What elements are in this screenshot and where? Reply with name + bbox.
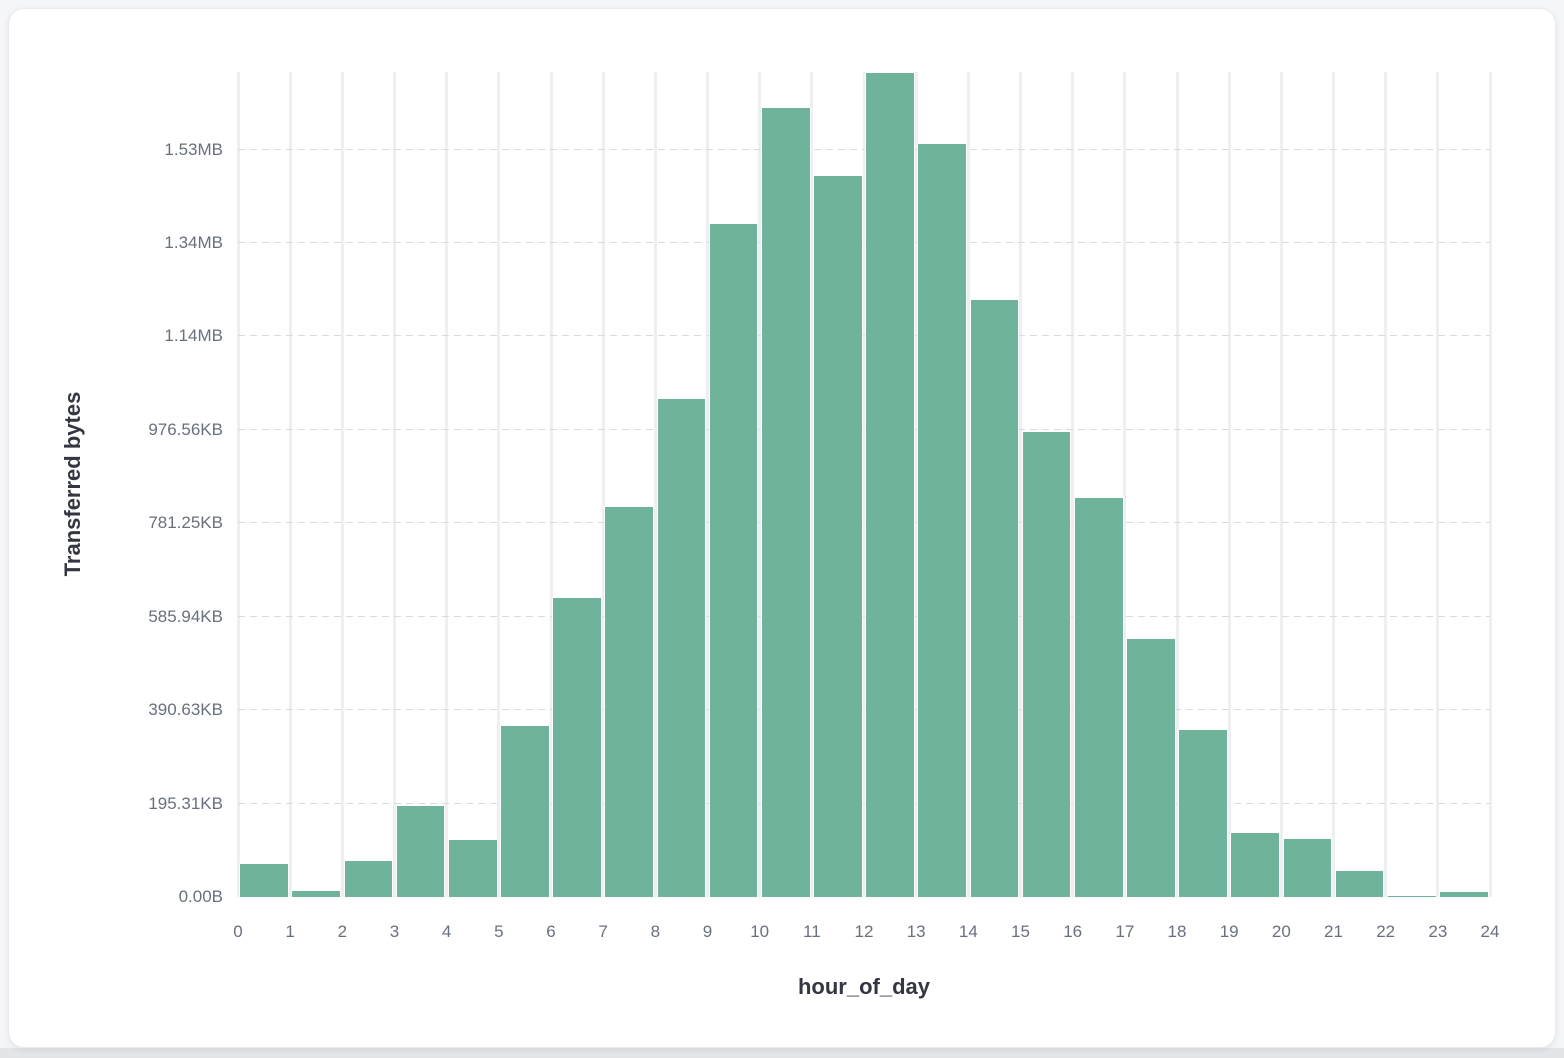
grid-vline (810, 72, 814, 897)
x-tick-label: 24 (1480, 922, 1500, 941)
bar-hour-20[interactable] (1282, 838, 1333, 897)
grid-hline (238, 335, 1490, 337)
plot-area[interactable] (236, 72, 1492, 897)
bar-hour-23[interactable] (1439, 891, 1489, 897)
y-tick-label: 781.25KB (148, 513, 223, 533)
x-tick-label: 5 (494, 922, 504, 941)
grid-vline (1175, 72, 1179, 897)
bar-hour-3[interactable] (395, 805, 446, 897)
x-tick-label: 3 (389, 922, 400, 941)
bar-hour-11[interactable] (813, 175, 863, 897)
grid-vline (653, 72, 657, 897)
x-tick-label: 14 (958, 922, 978, 941)
y-tick-label: 585.94KB (148, 606, 223, 626)
x-axis-title: hour_of_day (797, 974, 931, 999)
grid-vline (549, 72, 553, 897)
x-tick-label: 15 (1011, 922, 1030, 941)
grid-hline (238, 241, 1490, 243)
x-tick-label: 11 (803, 922, 821, 941)
bar-hour-7[interactable] (604, 505, 655, 897)
x-tick-label: 6 (546, 922, 556, 941)
bar-hour-10[interactable] (760, 107, 811, 897)
grid-vline (497, 72, 501, 897)
y-tick-label: 195.31KB (148, 793, 223, 813)
grid-vline (236, 72, 240, 897)
grid-vline (1488, 72, 1492, 897)
y-tick-label: 976.56KB (148, 419, 223, 439)
grid-vline (1071, 72, 1075, 897)
x-tick-label: 1 (285, 922, 295, 941)
grid-vline (1436, 72, 1440, 897)
grid-hline (238, 802, 1490, 804)
grid-vline (758, 72, 762, 897)
y-tick-label: 390.63KB (148, 700, 223, 720)
x-tick-label: 22 (1376, 922, 1396, 941)
bar-hour-2[interactable] (343, 860, 394, 897)
bar-hour-18[interactable] (1178, 728, 1228, 897)
grid-vline (1279, 72, 1283, 897)
grid-hline (238, 522, 1490, 524)
x-tick-label: 12 (854, 922, 874, 941)
bar-hour-1[interactable] (291, 889, 342, 897)
bar-hour-13[interactable] (917, 143, 968, 897)
bar-hour-14[interactable] (969, 299, 1020, 897)
x-tick-label: 23 (1428, 922, 1448, 941)
bar-hour-6[interactable] (552, 596, 602, 897)
grid-vline (966, 72, 970, 897)
bar-hour-19[interactable] (1230, 831, 1281, 897)
bar-hour-4[interactable] (447, 838, 498, 897)
grid-hline (238, 709, 1490, 711)
bar-hour-9[interactable] (708, 222, 759, 897)
x-tick-label: 7 (598, 922, 608, 941)
grid-vline (393, 72, 396, 897)
bar-hour-0[interactable] (239, 863, 289, 897)
x-tick-label: 10 (750, 922, 770, 941)
grid-hline (238, 148, 1490, 150)
grid-vline (340, 72, 344, 897)
x-tick-label: 4 (441, 922, 452, 941)
x-tick-label: 9 (702, 922, 713, 941)
x-tick-label: 19 (1219, 922, 1239, 941)
y-tick-label: 1.53MB (164, 139, 223, 159)
bar-hour-8[interactable] (656, 398, 707, 897)
window-bottom-strip (0, 1048, 1564, 1058)
chart-card: Transferred bytes hour_of_day 0.00B 195.3… (8, 8, 1556, 1048)
transferred-bytes-histogram: Transferred bytes hour_of_day 0.00B 195.3… (9, 9, 1555, 1047)
y-tick-label: 1.14MB (164, 326, 223, 346)
grid-hline (238, 615, 1490, 617)
x-tick-label: 17 (1115, 922, 1135, 941)
bar-hour-16[interactable] (1073, 497, 1124, 897)
grid-vline (1123, 72, 1127, 897)
grid-vline (445, 72, 449, 897)
bar-hour-22[interactable] (1386, 895, 1437, 897)
x-tick-label: 18 (1167, 922, 1187, 941)
grid-vline (1227, 72, 1231, 897)
x-tick-label: 13 (906, 922, 926, 941)
x-tick-label: 16 (1063, 922, 1083, 941)
grid-vline (288, 72, 292, 897)
grid-vline (914, 72, 918, 897)
x-tick-label: 21 (1324, 922, 1343, 941)
grid-vline (1384, 72, 1388, 897)
grid-vline (706, 72, 709, 897)
x-tick-label: 0 (233, 922, 243, 941)
grid-vline (1332, 72, 1335, 897)
bar-hour-17[interactable] (1126, 637, 1176, 897)
bar-hour-15[interactable] (1021, 430, 1072, 897)
y-tick-label: 1.34MB (164, 232, 223, 252)
bar-hour-5[interactable] (500, 725, 550, 897)
bar-hour-21[interactable] (1334, 869, 1385, 897)
grid-vline (862, 72, 866, 897)
x-tick-label: 20 (1271, 922, 1291, 941)
x-tick-label: 8 (650, 922, 661, 941)
x-tick-label: 2 (337, 922, 348, 941)
grid-vline (601, 72, 605, 897)
bar-hour-12[interactable] (865, 72, 915, 897)
grid-vline (1019, 72, 1022, 897)
y-tick-label: 0.00B (178, 887, 223, 906)
grid-hline (238, 428, 1490, 430)
